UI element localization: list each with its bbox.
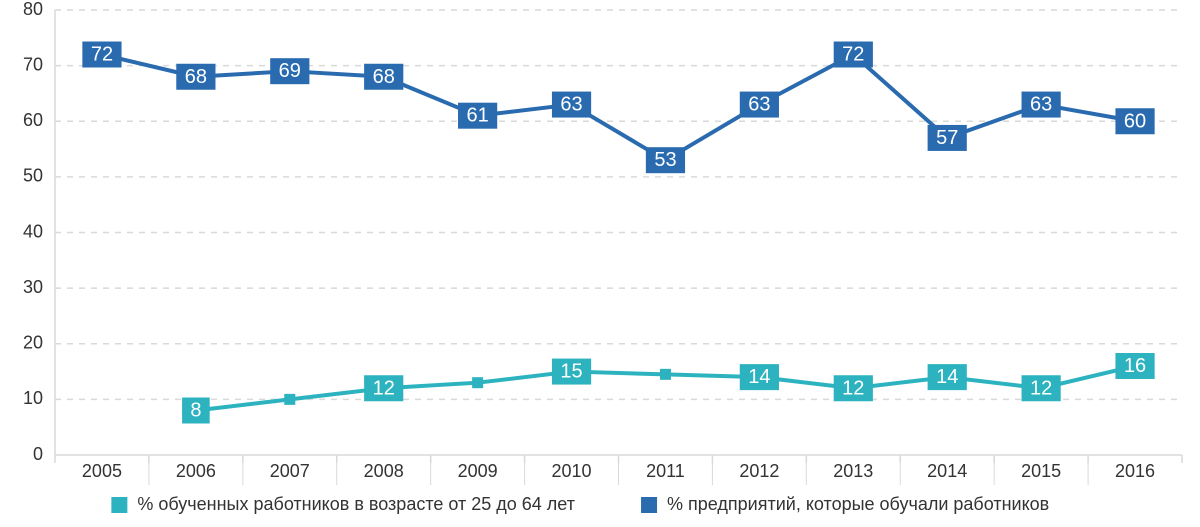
data-label-workers: 8 <box>190 400 201 422</box>
data-label-workers: 14 <box>936 366 958 388</box>
y-tick-label: 30 <box>23 277 43 297</box>
series-marker-workers <box>660 369 671 380</box>
data-label-workers: 16 <box>1124 355 1146 377</box>
data-label-enterprises: 63 <box>560 94 582 116</box>
x-tick-label: 2009 <box>458 461 498 481</box>
y-tick-label: 20 <box>23 333 43 353</box>
series-marker-workers <box>472 377 483 388</box>
y-tick-label: 0 <box>33 444 43 464</box>
x-tick-label: 2013 <box>833 461 873 481</box>
legend-marker-enterprises <box>641 497 657 513</box>
line-chart: 0 10 20 30 40 50 60 70 80 2005 2006 2007 2008 2009 201… <box>0 0 1200 527</box>
data-label-enterprises: 57 <box>936 127 958 149</box>
y-tick-label: 60 <box>23 110 43 130</box>
x-tick-label: 2007 <box>270 461 310 481</box>
x-tick-label: 2014 <box>927 461 967 481</box>
data-label-workers: 15 <box>560 361 582 383</box>
data-label-enterprises: 68 <box>373 66 395 88</box>
y-tick-label: 50 <box>23 166 43 186</box>
x-tick-label: 2016 <box>1115 461 1155 481</box>
x-tick-label: 2005 <box>82 461 122 481</box>
legend-label-enterprises: % предприятий, которые обучали работнико… <box>667 494 1049 514</box>
data-label-enterprises: 72 <box>842 44 864 66</box>
chart-svg: 0 10 20 30 40 50 60 70 80 2005 2006 2007 2008 2009 201… <box>0 0 1200 527</box>
data-label-enterprises: 60 <box>1124 110 1146 132</box>
data-label-enterprises: 53 <box>654 149 676 171</box>
x-tick-label: 2012 <box>739 461 779 481</box>
data-label-workers: 12 <box>842 377 864 399</box>
data-label-enterprises: 72 <box>91 44 113 66</box>
data-label-enterprises: 68 <box>185 66 207 88</box>
x-tick-label: 2010 <box>552 461 592 481</box>
y-tick-label: 40 <box>23 221 43 241</box>
y-tick-label: 70 <box>23 54 43 74</box>
x-tick-label: 2015 <box>1021 461 1061 481</box>
legend-label-workers: % обученных работников в возрасте от 25 … <box>137 494 575 514</box>
data-label-enterprises: 63 <box>1030 94 1052 116</box>
data-label-workers: 12 <box>1030 377 1052 399</box>
legend-marker-workers <box>111 497 127 513</box>
x-tick-label: 2011 <box>646 461 685 481</box>
data-label-workers: 14 <box>748 366 770 388</box>
data-label-enterprises: 63 <box>748 94 770 116</box>
y-tick-label: 80 <box>23 0 43 19</box>
x-tick-label: 2008 <box>364 461 404 481</box>
y-tick-label: 10 <box>23 388 43 408</box>
data-label-enterprises: 61 <box>467 105 489 127</box>
series-marker-workers <box>284 394 295 405</box>
data-label-enterprises: 69 <box>279 60 301 82</box>
x-tick-label: 2006 <box>176 461 216 481</box>
data-label-workers: 12 <box>373 377 395 399</box>
